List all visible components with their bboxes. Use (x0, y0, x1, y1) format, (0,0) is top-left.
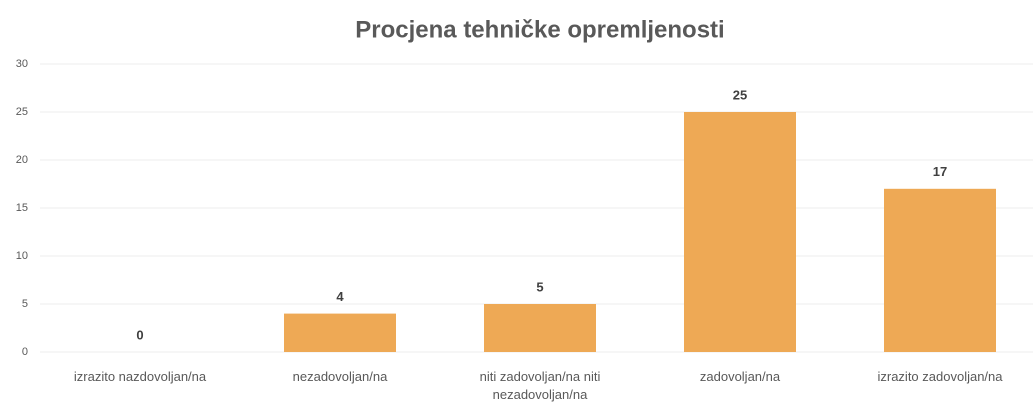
bar (484, 304, 596, 352)
chart-title: Procjena tehničke opremljenosti (355, 16, 724, 43)
x-tick-label: izrazito nazdovoljan/na (73, 369, 207, 384)
data-label: 17 (933, 164, 947, 179)
x-tick-label: zadovoljan/na (699, 369, 781, 384)
data-label: 25 (733, 87, 747, 102)
y-tick-label: 5 (22, 298, 28, 310)
bar (284, 313, 396, 352)
data-label: 4 (336, 289, 344, 304)
data-label: 5 (536, 279, 543, 294)
x-tick-label: niti zadovoljan/na niti nezadovoljan/na (479, 369, 601, 402)
x-tick-label: nezadovoljan/na (292, 369, 388, 384)
data-label: 0 (136, 327, 143, 342)
y-tick-label: 15 (16, 202, 28, 214)
y-tick-label: 0 (22, 346, 28, 358)
y-tick-label: 30 (16, 58, 28, 70)
bar (684, 112, 796, 352)
bar (884, 188, 996, 352)
y-tick-label: 25 (16, 106, 28, 118)
x-tick-label: izrazito zadovoljan/na (877, 369, 1003, 384)
y-tick-label: 10 (16, 250, 28, 262)
y-tick-label: 20 (16, 154, 28, 166)
